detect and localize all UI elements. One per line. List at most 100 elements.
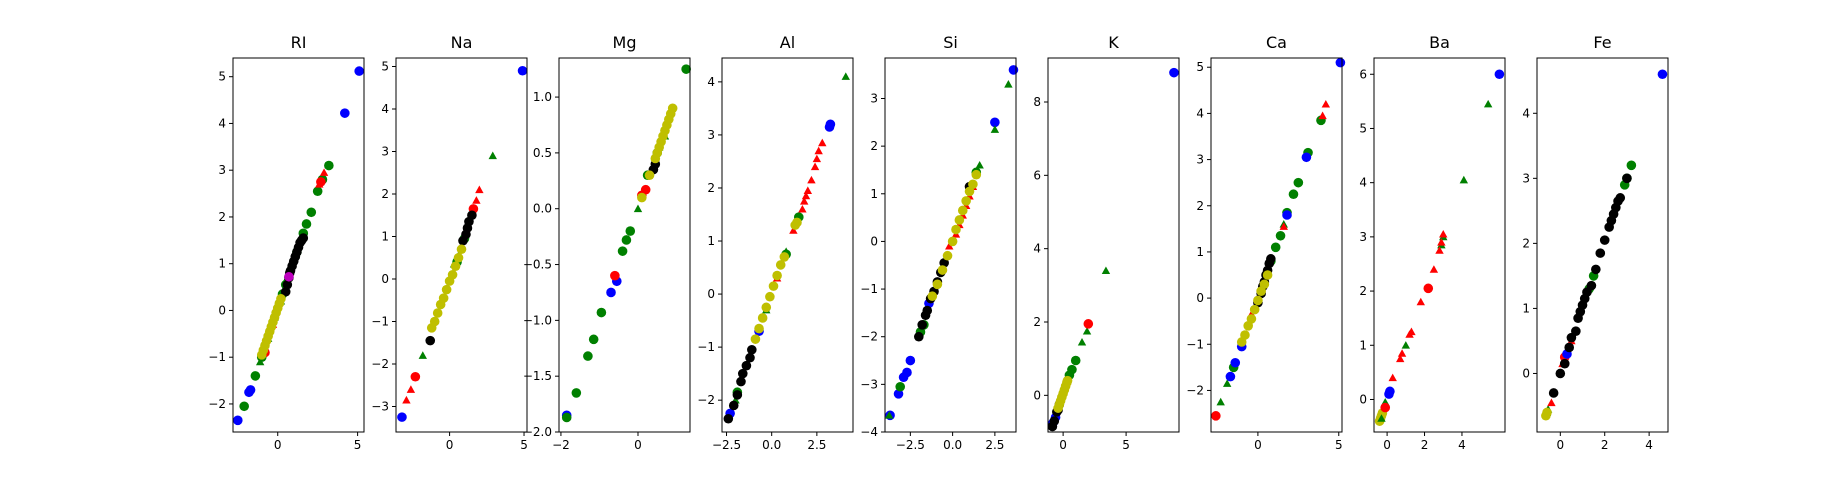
y-tick-label: −1	[697, 340, 715, 354]
axes-frame	[721, 57, 854, 433]
data-point	[467, 210, 477, 221]
y-tick-label: −2	[208, 397, 226, 411]
data-point	[902, 367, 912, 378]
y-tick-label: 1	[707, 234, 715, 248]
y-tick-label: −2	[860, 330, 878, 344]
y-tick-label: 6	[1359, 67, 1367, 81]
data-point	[441, 284, 452, 295]
data-point	[667, 103, 678, 114]
data-point-triangle	[1397, 349, 1407, 357]
data-point-triangle	[319, 168, 329, 176]
data-point	[588, 334, 599, 345]
y-tick-label: 2	[707, 181, 715, 195]
data-point	[957, 205, 968, 216]
y-tick-label: 1	[1522, 301, 1530, 315]
data-point	[1282, 210, 1292, 220]
axes-frame	[558, 57, 691, 433]
data-point	[1246, 314, 1257, 324]
data-point	[306, 207, 317, 218]
x-tick-label: 2.5	[807, 438, 826, 452]
data-point-triangle	[633, 204, 643, 213]
y-tick-label: −4	[860, 425, 878, 439]
data-point	[232, 415, 243, 426]
x-tick-label: 0	[1383, 438, 1391, 452]
data-point	[1288, 189, 1299, 200]
data-point	[1548, 388, 1559, 398]
data-point	[723, 413, 734, 424]
subplot-si: Si −2.5 0.0 2.5 −4 −3 −2 −1 0 1 2 3	[860, 33, 1019, 452]
axes-frame	[232, 57, 365, 433]
data-point	[456, 244, 467, 255]
data-point-triangle	[807, 175, 816, 184]
data-point	[438, 293, 449, 303]
y-tick-label: −3	[860, 377, 878, 391]
subplot-ri: RI 0 5 −2 −1 0 1 2 3 4 5	[208, 33, 365, 452]
x-tick-label: 0	[274, 438, 282, 452]
data-point	[1591, 264, 1601, 275]
data-point	[324, 160, 334, 171]
data-point	[432, 308, 443, 318]
y-tick-label: −0.5	[523, 258, 552, 272]
data-point	[681, 64, 691, 74]
data-point	[768, 281, 779, 291]
y-tick-label: −2.0	[523, 425, 552, 439]
data-point	[942, 250, 953, 261]
data-point	[298, 233, 309, 243]
data-point	[895, 381, 906, 392]
axes-frame	[395, 57, 528, 433]
y-tick-label: 3	[1196, 153, 1204, 167]
data-point	[1253, 295, 1263, 306]
y-tick-label: 2	[218, 210, 226, 224]
data-point	[250, 371, 261, 381]
axes-frame	[884, 57, 1017, 433]
data-point	[750, 334, 761, 344]
data-point	[447, 269, 458, 280]
data-point	[754, 323, 764, 334]
data-point	[792, 217, 802, 228]
data-point-triangle	[1416, 297, 1425, 306]
data-point	[1586, 280, 1597, 291]
data-point	[276, 293, 286, 304]
data-point-triangle	[1004, 80, 1013, 88]
y-tick-label: 4	[1196, 106, 1204, 120]
y-tick-label: 5	[1359, 121, 1367, 135]
x-tick-label: −2.5	[712, 438, 741, 452]
axes-frame	[1210, 57, 1343, 433]
data-point-triangle	[814, 146, 823, 155]
y-tick-label: 0.0	[533, 202, 552, 216]
data-point	[772, 270, 782, 281]
data-point	[1615, 193, 1626, 203]
y-tick-label: −2	[371, 357, 389, 371]
data-point	[450, 261, 461, 272]
data-point-triangle	[810, 162, 820, 171]
y-tick-label: 2	[381, 187, 389, 201]
x-tick-label: 4	[1645, 438, 1653, 452]
data-point	[340, 108, 350, 118]
data-point	[1599, 235, 1610, 245]
subplot-na: Na 0 5 −3 −2 −1 0 1 2 3 4 5	[371, 33, 528, 452]
y-tick-label: 4	[218, 116, 226, 130]
y-tick-label: 0	[218, 303, 226, 317]
data-point	[1559, 358, 1570, 369]
data-point	[741, 360, 752, 371]
data-point	[1571, 326, 1581, 336]
x-tick-label: −2	[552, 438, 570, 452]
data-point	[245, 385, 256, 395]
subplot-ca: Ca 0 5 −2 −1 0 1 2 3 4 5	[1186, 33, 1346, 452]
subplot-ba: Ba 0 2 4 0 1 2 3 4 5 6	[1359, 33, 1506, 452]
y-tick-label: 4	[1359, 176, 1367, 190]
data-point	[425, 335, 436, 346]
y-tick-label: 3	[1359, 230, 1367, 244]
data-point-triangle	[885, 411, 894, 419]
data-point-triangle	[945, 241, 954, 250]
data-point-triangle	[789, 226, 798, 234]
data-point	[761, 302, 772, 313]
x-tick-label: 2.5	[985, 438, 1004, 452]
data-point	[625, 226, 636, 236]
x-tick-label: 2	[1601, 438, 1609, 452]
data-point	[1070, 355, 1081, 366]
axes-frame	[1047, 57, 1180, 433]
x-tick-label: −2.5	[896, 438, 925, 452]
data-point-triangle	[1459, 175, 1469, 184]
